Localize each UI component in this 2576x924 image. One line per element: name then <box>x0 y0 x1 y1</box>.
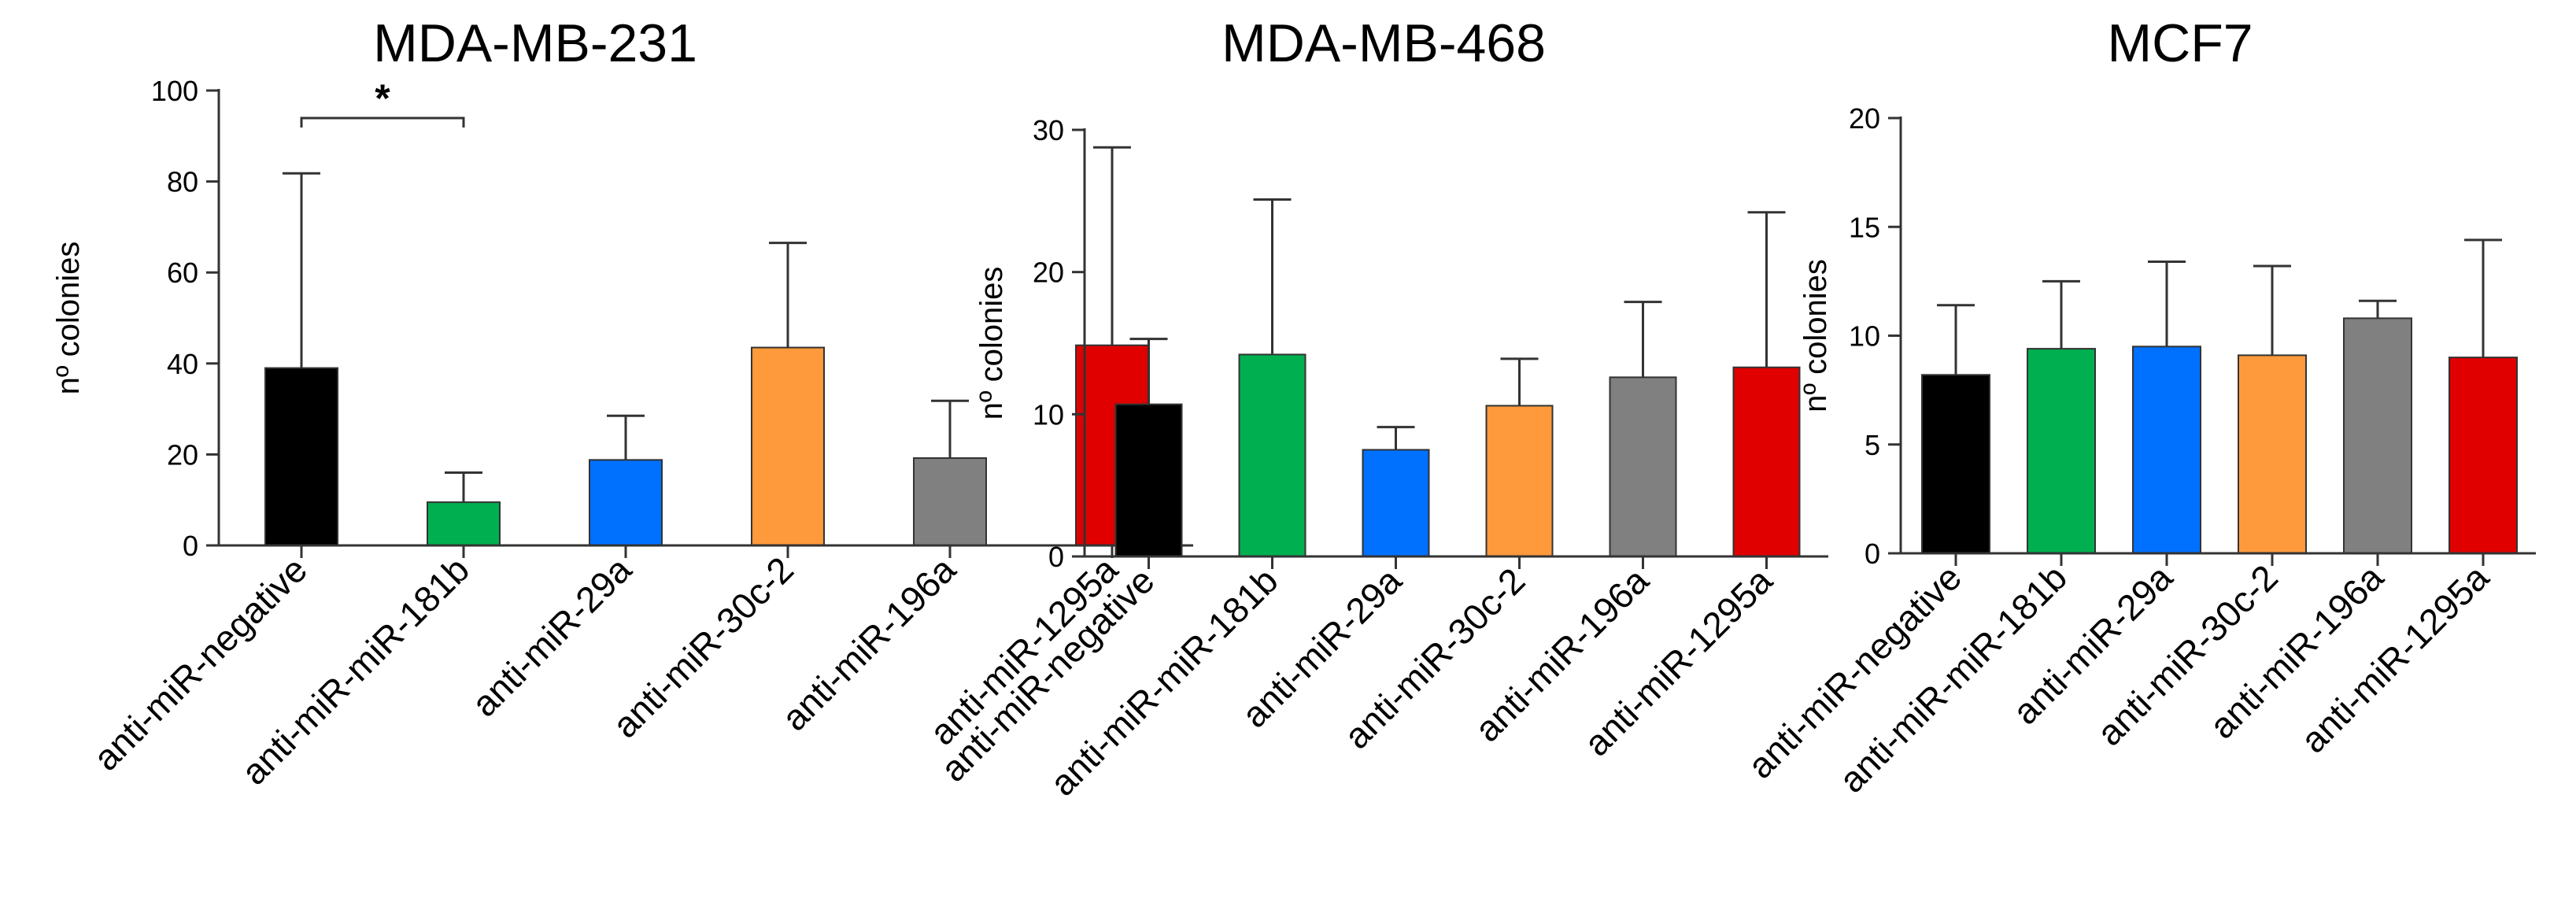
bar-5 <box>1609 376 1677 557</box>
y-axis-label: nº colonies <box>974 267 1009 420</box>
y-tick-label: 100 <box>151 75 198 107</box>
bar-6 <box>1732 366 1801 558</box>
y-tick-label: 0 <box>1865 538 1880 570</box>
bar-1 <box>1921 374 1990 554</box>
bar-2 <box>2027 348 2096 554</box>
y-tick-label: 10 <box>1033 398 1064 431</box>
y-axis-label: nº colonies <box>1798 259 1833 412</box>
x-tick-label: anti-miR-29a <box>464 549 639 724</box>
chart-title: MDA-MB-468 <box>1221 13 1546 73</box>
y-tick-label: 20 <box>167 438 198 471</box>
bar-5 <box>913 457 987 546</box>
bar-4 <box>751 346 825 546</box>
y-axis-label: nº colonies <box>51 242 86 395</box>
y-tick-label: 80 <box>167 166 198 198</box>
y-tick-label: 40 <box>167 348 198 380</box>
bar-3 <box>1362 449 1430 557</box>
y-tick-label: 0 <box>1048 541 1064 573</box>
x-tick-label: anti-miR-30c-2 <box>2089 556 2286 753</box>
bar-1 <box>264 367 338 546</box>
bar-3 <box>589 459 663 546</box>
x-tick-label: anti-miR-1295a <box>2293 556 2497 760</box>
y-tick-label: 30 <box>1033 114 1064 146</box>
bar-3 <box>2132 346 2201 554</box>
y-tick-label: 0 <box>183 530 198 562</box>
x-tick-label: anti-miR-negative <box>933 560 1162 789</box>
chart-panel-2: MDA-MB-468 nº colonies 0 10 20 30 anti-miR-neg… <box>933 13 1828 804</box>
bar-2 <box>427 501 501 547</box>
y-tick-label: 20 <box>1033 257 1064 289</box>
chart-title: MDA-MB-231 <box>373 13 697 73</box>
bar-5 <box>2343 317 2412 554</box>
bar-6 <box>2448 357 2518 554</box>
chart-title: MCF7 <box>2107 13 2253 73</box>
y-tick-label: 15 <box>1849 211 1880 243</box>
significance-label: * <box>375 76 390 120</box>
y-tick-label: 10 <box>1849 320 1880 353</box>
y-tick-label: 5 <box>1865 429 1880 461</box>
bar-2 <box>1238 353 1306 557</box>
y-tick-label: 60 <box>167 257 198 289</box>
y-tick-label: 20 <box>1849 102 1880 135</box>
bar-4 <box>1485 405 1554 558</box>
bar-1 <box>1114 403 1183 557</box>
significance-bracket <box>300 116 465 128</box>
bar-4 <box>2238 354 2307 555</box>
